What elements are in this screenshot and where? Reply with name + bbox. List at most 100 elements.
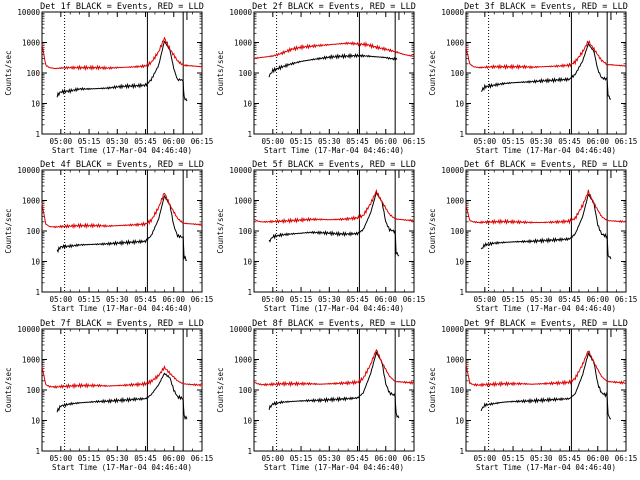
x-tick-label: 06:15 bbox=[403, 454, 426, 463]
x-tick-label: 06:15 bbox=[191, 454, 214, 463]
plot-frame bbox=[41, 11, 203, 135]
chart-title: Det 7f BLACK = Events, RED = LLD bbox=[40, 319, 204, 329]
corner-marker bbox=[610, 11, 617, 20]
panel-9: Det 9f BLACK = Events, RED = LLD 1 10 100 10… bbox=[428, 319, 637, 472]
panel-5: Det 5f BLACK = Events, RED = LLD 1 10 100 10… bbox=[216, 160, 425, 313]
series-line-lld bbox=[465, 189, 627, 226]
x-tick-label: 05:00 bbox=[262, 295, 285, 304]
x-axis-label: Start Time (17-Mar-04 04:46:40) bbox=[264, 304, 404, 313]
panel-6: Det 6f BLACK = Events, RED = LLD 1 10 100 10… bbox=[428, 160, 637, 313]
chart-title: Det 3f BLACK = Events, RED = LLD bbox=[464, 2, 628, 12]
x-axis-label: Start Time (17-Mar-04 04:46:40) bbox=[52, 146, 192, 155]
y-tick-label: 1 bbox=[459, 130, 464, 139]
series-line-lld bbox=[253, 40, 415, 60]
x-tick-label: 05:15 bbox=[290, 454, 313, 463]
series-line-events bbox=[268, 52, 398, 78]
corner-marker bbox=[186, 11, 193, 20]
y-tick-label: 100 bbox=[238, 386, 252, 395]
x-tick-label: 05:15 bbox=[290, 295, 313, 304]
y-tick-label: 1000 bbox=[234, 197, 253, 206]
y-tick-label: 1 bbox=[35, 447, 40, 456]
x-tick-label: 05:00 bbox=[474, 295, 497, 304]
y-tick-label: 1000 bbox=[446, 356, 465, 365]
x-axis-label: Start Time (17-Mar-04 04:46:40) bbox=[476, 304, 616, 313]
series-line-events bbox=[268, 192, 400, 257]
x-tick-label: 05:45 bbox=[558, 295, 581, 304]
y-axis-label: Counts/sec bbox=[4, 367, 13, 412]
x-tick-label: 05:30 bbox=[530, 454, 553, 463]
y-tick-label: 10000 bbox=[229, 8, 252, 17]
y-axis-label: Counts/sec bbox=[216, 367, 225, 412]
x-tick-label: 05:30 bbox=[318, 454, 341, 463]
x-tick-label: 05:15 bbox=[290, 137, 313, 146]
x-tick-label: 06:15 bbox=[191, 295, 214, 304]
y-tick-label: 10000 bbox=[229, 325, 252, 334]
panel-4: Det 4f BLACK = Events, RED = LLD 1 10 100 10… bbox=[4, 160, 213, 313]
x-tick-label: 05:00 bbox=[262, 137, 285, 146]
x-tick-label: 05:45 bbox=[134, 454, 157, 463]
x-tick-label: 05:30 bbox=[530, 295, 553, 304]
y-tick-label: 10000 bbox=[17, 325, 40, 334]
y-tick-label: 10 bbox=[455, 100, 465, 109]
plot-frame bbox=[253, 328, 415, 452]
corner-marker bbox=[186, 169, 193, 178]
y-tick-label: 1 bbox=[459, 288, 464, 297]
x-axis-label: Start Time (17-Mar-04 04:46:40) bbox=[264, 463, 404, 472]
y-tick-label: 1 bbox=[247, 447, 252, 456]
corner-marker bbox=[610, 328, 617, 337]
corner-marker bbox=[610, 169, 617, 178]
y-tick-label: 10 bbox=[243, 417, 253, 426]
series-line-events bbox=[480, 193, 612, 260]
y-tick-label: 1 bbox=[247, 288, 252, 297]
x-axis-label: Start Time (17-Mar-04 04:46:40) bbox=[52, 304, 192, 313]
y-tick-label: 1000 bbox=[22, 39, 41, 48]
x-tick-label: 05:45 bbox=[346, 137, 369, 146]
panel-8: Det 8f BLACK = Events, RED = LLD 1 10 100 10… bbox=[216, 319, 425, 472]
x-tick-label: 05:15 bbox=[502, 137, 525, 146]
y-tick-label: 10000 bbox=[229, 166, 252, 175]
panel-1: Det 1f BLACK = Events, RED = LLD 1 10 100 10… bbox=[4, 2, 213, 155]
x-tick-label: 05:15 bbox=[78, 137, 101, 146]
y-tick-label: 1000 bbox=[446, 39, 465, 48]
y-tick-label: 10000 bbox=[441, 325, 464, 334]
x-tick-label: 05:00 bbox=[50, 137, 73, 146]
x-tick-label: 05:15 bbox=[502, 295, 525, 304]
x-tick-label: 05:15 bbox=[78, 454, 101, 463]
chart-title: Det 2f BLACK = Events, RED = LLD bbox=[252, 2, 416, 12]
x-tick-label: 05:15 bbox=[502, 454, 525, 463]
series-line-lld bbox=[253, 348, 415, 388]
corner-marker bbox=[398, 328, 405, 337]
y-tick-label: 1 bbox=[35, 288, 40, 297]
x-tick-label: 05:00 bbox=[50, 295, 73, 304]
y-axis-label: Counts/sec bbox=[4, 208, 13, 253]
plot-frame bbox=[465, 328, 627, 452]
x-tick-label: 06:15 bbox=[615, 295, 638, 304]
x-tick-label: 05:30 bbox=[106, 137, 129, 146]
chart-title: Det 8f BLACK = Events, RED = LLD bbox=[252, 319, 416, 329]
series-line-lld bbox=[465, 350, 627, 388]
y-tick-label: 10 bbox=[243, 100, 253, 109]
x-tick-label: 05:45 bbox=[134, 137, 157, 146]
x-tick-label: 05:45 bbox=[558, 137, 581, 146]
x-tick-label: 05:45 bbox=[346, 295, 369, 304]
y-tick-label: 1 bbox=[35, 130, 40, 139]
x-tick-label: 05:00 bbox=[50, 454, 73, 463]
plot-frame bbox=[253, 11, 415, 135]
x-tick-label: 06:00 bbox=[586, 295, 609, 304]
plot-frame bbox=[465, 11, 627, 135]
x-axis-label: Start Time (17-Mar-04 04:46:40) bbox=[476, 146, 616, 155]
x-tick-label: 06:00 bbox=[374, 137, 397, 146]
series-line-events bbox=[56, 194, 188, 262]
x-tick-label: 05:15 bbox=[78, 295, 101, 304]
x-tick-label: 05:45 bbox=[558, 454, 581, 463]
series-line-events bbox=[480, 42, 612, 100]
y-tick-label: 10000 bbox=[441, 166, 464, 175]
y-tick-label: 1000 bbox=[22, 197, 41, 206]
panel-2: Det 2f BLACK = Events, RED = LLD 1 10 100 10… bbox=[216, 2, 425, 155]
chart-title: Det 5f BLACK = Events, RED = LLD bbox=[252, 160, 416, 170]
x-tick-label: 06:00 bbox=[586, 137, 609, 146]
x-tick-label: 06:15 bbox=[191, 137, 214, 146]
y-tick-label: 1 bbox=[459, 447, 464, 456]
x-tick-label: 05:00 bbox=[474, 454, 497, 463]
x-tick-label: 05:45 bbox=[134, 295, 157, 304]
